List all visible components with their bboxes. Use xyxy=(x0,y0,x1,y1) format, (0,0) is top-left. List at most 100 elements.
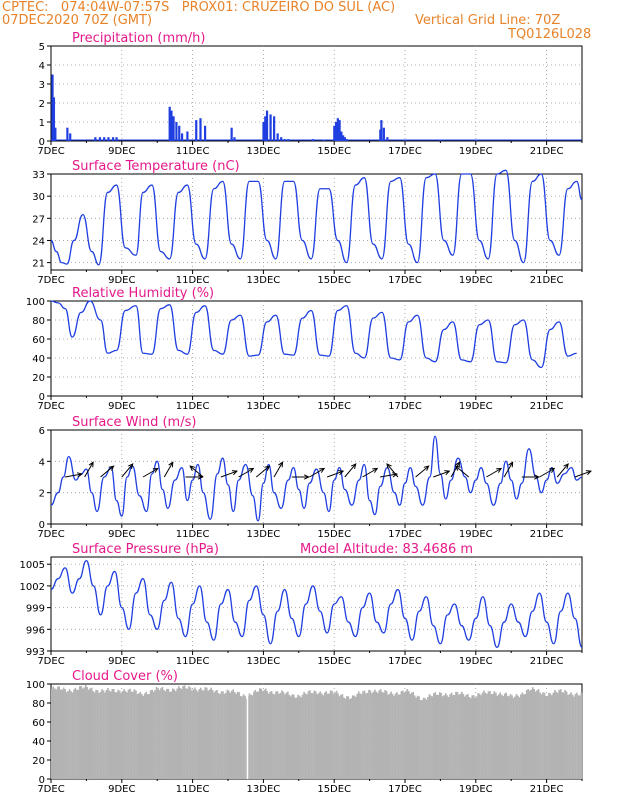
cloud-bar xyxy=(275,691,277,779)
cloud-bar xyxy=(123,689,125,779)
cloud-bar xyxy=(378,690,381,779)
cloud-bar xyxy=(415,697,417,779)
wind-vector xyxy=(273,462,283,478)
cloud-bar xyxy=(440,693,443,779)
cloud-bar xyxy=(84,684,87,779)
precip-bar xyxy=(269,114,272,141)
pres-xtick-label: 11DEC xyxy=(176,656,210,667)
cloud-bar xyxy=(217,693,220,779)
cloud-bar xyxy=(528,690,531,779)
cloud-bar xyxy=(332,693,335,779)
cloud-bar xyxy=(452,695,454,779)
cloud-bar xyxy=(201,690,204,779)
pres-ytick-label: 999 xyxy=(26,604,45,615)
cloud-bar xyxy=(135,690,137,779)
cloud-bar xyxy=(104,692,106,779)
cloud-bar xyxy=(191,690,193,779)
cloud-bar xyxy=(146,694,149,779)
cloud-bar xyxy=(95,689,97,779)
temp-ytick-label: 21 xyxy=(32,259,45,270)
cloud-bar xyxy=(568,694,571,779)
cloud-bar xyxy=(325,691,328,779)
cloud-bar xyxy=(301,694,304,779)
wind-ytick-label: 6 xyxy=(39,426,45,437)
wind-vector xyxy=(220,470,238,478)
cloud-bar xyxy=(450,692,453,779)
cloud-bar xyxy=(385,691,388,779)
cloud-bar xyxy=(348,699,351,779)
cloud-bar xyxy=(250,694,252,779)
cloud-bar xyxy=(257,691,260,779)
cloud-bar xyxy=(80,686,83,779)
cloud-bar xyxy=(527,688,530,779)
cloud-bar xyxy=(74,687,77,779)
wind-xtick-label: 17DEC xyxy=(388,529,422,540)
cloud-bar xyxy=(534,691,537,779)
precip-xtick-label: 21DEC xyxy=(530,146,564,157)
cloud-ytick-label: 40 xyxy=(32,737,45,748)
cloud-bar xyxy=(145,691,148,779)
cloud-ytick-label: 100 xyxy=(26,680,45,691)
pres-xtick-label: 21DEC xyxy=(530,656,564,667)
rh-ytick-label: 40 xyxy=(32,354,45,365)
precip-bar xyxy=(380,120,383,141)
cloud-bar xyxy=(425,699,428,779)
cloud-bar xyxy=(400,691,403,779)
cloud-bar xyxy=(570,692,572,779)
wind-vector-head xyxy=(127,463,134,469)
cloud-bar xyxy=(422,697,425,779)
cloud-bar xyxy=(120,693,122,779)
precip-bar xyxy=(276,133,279,141)
cloud-bar xyxy=(260,688,263,779)
header-code: TQ0126L028 xyxy=(508,27,592,42)
cloud-bar xyxy=(368,689,370,779)
cloud-bar xyxy=(555,691,558,779)
cloud-bar xyxy=(360,694,363,779)
precip-bar xyxy=(343,137,347,141)
precip-xtick-label: 19DEC xyxy=(459,146,493,157)
precip-title: Precipitation (mm/h) xyxy=(72,31,205,46)
precip-ytick-label: 1 xyxy=(39,118,45,129)
cloud-bar xyxy=(306,694,308,779)
rh-frame xyxy=(50,300,583,397)
precip-ytick-label: 0 xyxy=(39,137,45,148)
cloud-bar xyxy=(279,692,282,779)
pres-frame xyxy=(50,556,583,652)
cloud-bar xyxy=(96,690,99,779)
cloud-bar xyxy=(188,686,190,779)
cloud-bar xyxy=(347,696,350,779)
wind-vector-head xyxy=(264,465,271,471)
cloud-bar xyxy=(506,695,509,779)
cloud-bar xyxy=(576,692,578,779)
pres-ytick-label: 1005 xyxy=(20,560,45,571)
precip-bar xyxy=(386,137,389,141)
cloud-bar xyxy=(310,693,313,779)
cloud-xtick-label: 9DEC xyxy=(108,784,135,795)
cloud-bar xyxy=(472,695,475,779)
cloud-bar xyxy=(186,688,189,779)
cloud-bar xyxy=(356,693,358,779)
cloud-bar xyxy=(115,692,118,779)
cloud-bar xyxy=(304,693,307,779)
cloud-bar xyxy=(81,688,84,779)
cloud-bar xyxy=(130,691,133,779)
wind-xtick-label: 19DEC xyxy=(459,529,493,540)
cloud-bar xyxy=(558,689,561,779)
cloud-bar xyxy=(524,693,527,779)
precip-ytick-label: 4 xyxy=(39,61,45,72)
cloud-bar xyxy=(567,694,569,779)
cloud-bar xyxy=(298,695,301,779)
cloud-bar xyxy=(407,691,410,779)
cloud-bar xyxy=(458,694,460,779)
precip-bar xyxy=(69,133,72,141)
cloud-bar xyxy=(374,689,376,779)
wind-vector-head xyxy=(496,467,503,473)
cloud-bar xyxy=(449,694,451,779)
cloud-xtick-label: 11DEC xyxy=(176,784,210,795)
cloud-bar xyxy=(228,690,230,779)
cloud-bar xyxy=(263,689,266,779)
cloud-bar xyxy=(515,693,518,779)
cloud-bar xyxy=(502,696,505,779)
cloud-bar xyxy=(469,698,472,779)
cloud-bar xyxy=(517,695,519,779)
